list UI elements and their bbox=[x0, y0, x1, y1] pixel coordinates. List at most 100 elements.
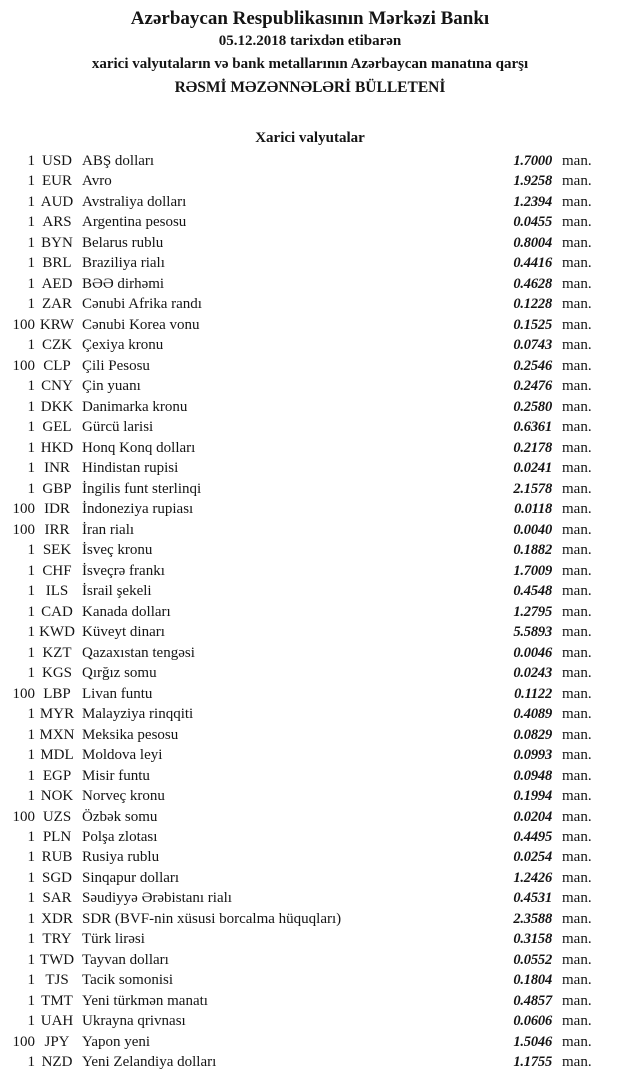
currency-name-cell: Argentina pesosu bbox=[82, 214, 187, 231]
quantity-cell: 1 bbox=[27, 624, 36, 641]
rate-row: 100 CLP Çili Pesosu 0.2546 man. bbox=[0, 356, 620, 376]
quantity-cell: 1 bbox=[27, 153, 36, 169]
currency-code-cell: UZS bbox=[42, 808, 72, 825]
currency-name-cell: Polşa zlotası bbox=[82, 828, 158, 845]
unit-cell: man. bbox=[562, 562, 592, 579]
currency-name-cell: Türk lirəsi bbox=[82, 931, 145, 948]
currency-name-cell: İsveçrə frankı bbox=[82, 562, 165, 579]
rate-row: 1 EUR Avro 1.9258 man. bbox=[0, 171, 620, 191]
currency-name-cell: İndoneziya rupiası bbox=[82, 501, 194, 518]
quantity-cell: 1 bbox=[27, 767, 36, 784]
currency-code-cell: IRR bbox=[44, 521, 70, 538]
quantity-cell: 100 bbox=[12, 808, 36, 825]
quantity-cell: 100 bbox=[12, 501, 36, 518]
quantity-cell: 1 bbox=[27, 275, 36, 292]
currency-name-cell: İran rialı bbox=[82, 521, 135, 538]
currency-name-cell: Yapon yeni bbox=[82, 1033, 151, 1050]
rate-row: 1 INR Hindistan rupisi 0.0241 man. bbox=[0, 458, 620, 478]
currency-code-cell: JPY bbox=[44, 1033, 70, 1050]
currency-name-cell: İngilis funt sterlinqi bbox=[82, 480, 202, 497]
unit-cell: man. bbox=[562, 419, 592, 436]
currency-name-cell: Küveyt dinarı bbox=[82, 624, 165, 641]
rate-row: 1 CHF İsveçrə frankı 1.7009 man. bbox=[0, 561, 620, 581]
currency-name-cell: Avro bbox=[82, 173, 112, 190]
currency-code-cell: HKD bbox=[40, 439, 74, 456]
unit-cell: man. bbox=[562, 788, 592, 805]
currency-name-cell: Yeni türkmən manatı bbox=[82, 992, 208, 1009]
rate-value-cell: 0.0743 bbox=[513, 337, 552, 354]
rate-value-cell: 1.7009 bbox=[513, 562, 552, 579]
rate-value-cell: 0.1525 bbox=[513, 316, 552, 333]
rate-value-cell: 0.0241 bbox=[513, 460, 552, 477]
unit-cell: man. bbox=[562, 153, 592, 169]
rate-row: 1 TJS Tacik somonisi 0.1804 man. bbox=[0, 970, 620, 990]
currency-code-cell: NOK bbox=[40, 788, 74, 805]
currency-name-cell: Livan funtu bbox=[82, 685, 153, 702]
quantity-cell: 1 bbox=[27, 255, 36, 272]
rate-value-cell: 0.0606 bbox=[513, 1013, 552, 1030]
currency-name-cell: BƏƏ dirhəmi bbox=[82, 275, 165, 292]
effective-date-line: 05.12.2018 tarixdən etibarən bbox=[218, 33, 402, 49]
unit-cell: man. bbox=[562, 808, 592, 825]
currency-code-cell: IDR bbox=[44, 501, 70, 518]
currency-code-cell: CAD bbox=[41, 603, 73, 620]
currency-name-cell: Səudiyyə Ərəbistanı rialı bbox=[82, 890, 232, 907]
currency-code-cell: KZT bbox=[42, 644, 72, 661]
rate-row: 1 GEL Gürcü larisi 0.6361 man. bbox=[0, 417, 620, 437]
unit-cell: man. bbox=[562, 685, 592, 702]
currency-code-cell: AUD bbox=[40, 193, 74, 210]
bulletin-title: RƏSMİ MƏZƏNNƏLƏRİ BÜLLETENİ bbox=[174, 79, 446, 96]
currency-name-cell: Tayvan dolları bbox=[82, 951, 169, 968]
unit-cell: man. bbox=[562, 1054, 592, 1071]
currency-name-cell: Tacik somonisi bbox=[82, 972, 174, 989]
quantity-cell: 1 bbox=[27, 972, 36, 989]
exchange-rates-table: 1 USD ABŞ dolları 1.7000 man. 1 EUR Avro… bbox=[0, 151, 620, 1073]
currency-name-cell: Çin yuanı bbox=[82, 378, 141, 395]
unit-cell: man. bbox=[562, 603, 592, 620]
currency-code-cell: INR bbox=[44, 460, 70, 477]
rate-value-cell: 0.3158 bbox=[513, 931, 552, 948]
quantity-cell: 1 bbox=[27, 869, 36, 886]
unit-cell: man. bbox=[562, 255, 592, 272]
rate-value-cell: 0.2580 bbox=[513, 398, 552, 415]
rate-value-cell: 1.2795 bbox=[513, 603, 552, 620]
currency-code-cell: USD bbox=[41, 153, 72, 169]
currency-name-cell: Çili Pesosu bbox=[82, 357, 150, 374]
rate-value-cell: 2.3588 bbox=[513, 910, 552, 927]
rate-value-cell: 0.1804 bbox=[513, 972, 552, 989]
unit-cell: man. bbox=[562, 726, 592, 743]
currency-name-cell: Özbək somu bbox=[82, 808, 158, 825]
rate-value-cell: 1.7000 bbox=[513, 153, 552, 169]
unit-cell: man. bbox=[562, 1013, 592, 1030]
rate-row: 1 ZAR Cənubi Afrika randı 0.1228 man. bbox=[0, 294, 620, 314]
rate-row: 1 TMT Yeni türkmən manatı 0.4857 man. bbox=[0, 991, 620, 1011]
currency-name-cell: İsveç kronu bbox=[82, 542, 153, 559]
currency-code-cell: ZAR bbox=[42, 296, 72, 313]
quantity-cell: 100 bbox=[12, 521, 36, 538]
rate-row: 1 USD ABŞ dolları 1.7000 man. bbox=[0, 151, 620, 171]
unit-cell: man. bbox=[562, 644, 592, 661]
rate-value-cell: 0.0243 bbox=[513, 665, 552, 682]
unit-cell: man. bbox=[562, 910, 592, 927]
currency-code-cell: DKK bbox=[40, 398, 74, 415]
currency-name-cell: Belarus rublu bbox=[82, 234, 164, 251]
rate-row: 1 PLN Polşa zlotası 0.4495 man. bbox=[0, 827, 620, 847]
rate-row: 1 XDR SDR (BVF-nin xüsusi borcalma hüquq… bbox=[0, 909, 620, 929]
currency-name-cell: Norveç kronu bbox=[82, 788, 165, 805]
currency-name-cell: Qazaxıstan tengəsi bbox=[82, 644, 195, 661]
quantity-cell: 1 bbox=[27, 542, 36, 559]
rate-row: 100 IRR İran rialı 0.0040 man. bbox=[0, 520, 620, 540]
rate-value-cell: 0.4857 bbox=[513, 992, 552, 1009]
unit-cell: man. bbox=[562, 234, 592, 251]
currency-code-cell: MDL bbox=[40, 747, 74, 764]
unit-cell: man. bbox=[562, 480, 592, 497]
currency-name-cell: Danimarka kronu bbox=[82, 398, 188, 415]
quantity-cell: 1 bbox=[27, 173, 36, 190]
currency-name-cell: Çexiya kronu bbox=[82, 337, 164, 354]
unit-cell: man. bbox=[562, 501, 592, 518]
rate-row: 1 SGD Sinqapur dolları 1.2426 man. bbox=[0, 868, 620, 888]
currency-name-cell: Misir funtu bbox=[82, 767, 150, 784]
rate-value-cell: 1.1755 bbox=[513, 1054, 552, 1071]
unit-cell: man. bbox=[562, 542, 592, 559]
